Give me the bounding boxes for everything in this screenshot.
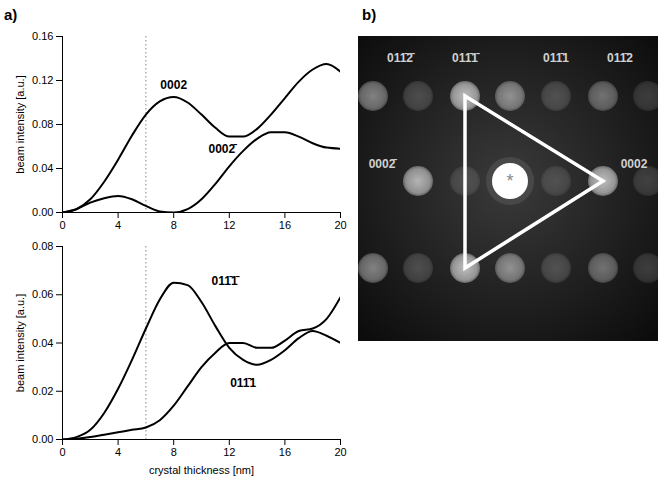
- svg-text:20: 20: [334, 219, 346, 231]
- svg-text:0002̄: 0002̄: [208, 142, 237, 156]
- svg-text:0.00: 0.00: [32, 206, 53, 218]
- svg-text:0.06: 0.06: [32, 288, 53, 300]
- svg-text:12: 12: [223, 446, 235, 458]
- svg-text:4: 4: [115, 446, 121, 458]
- svg-text:0: 0: [59, 446, 65, 458]
- svg-text:12: 12: [223, 219, 235, 231]
- svg-text:0002: 0002: [621, 157, 648, 171]
- svg-text:0.08: 0.08: [32, 240, 53, 252]
- svg-text:0: 0: [59, 219, 65, 231]
- svg-text:0.08: 0.08: [32, 118, 53, 130]
- svg-text:011̄1̄: 011̄1̄: [452, 51, 480, 65]
- svg-text:16: 16: [279, 446, 291, 458]
- svg-text:8: 8: [171, 219, 177, 231]
- svg-text:0.12: 0.12: [32, 74, 53, 86]
- svg-text:011̄1: 011̄1: [543, 51, 569, 65]
- svg-text:0.00: 0.00: [32, 433, 53, 445]
- svg-text:8: 8: [171, 446, 177, 458]
- html-text:a): a): [4, 6, 18, 23]
- svg-text:0.04: 0.04: [32, 162, 53, 174]
- svg-text:4: 4: [115, 219, 121, 231]
- svg-text:0002: 0002: [160, 78, 187, 92]
- svg-text:beam intensity [a.u.]: beam intensity [a.u.]: [14, 75, 26, 173]
- svg-text:crystal thickness [nm]: crystal thickness [nm]: [149, 464, 254, 476]
- svg-text:011̄1̄: 011̄1̄: [212, 274, 240, 288]
- html-text:b): b): [362, 6, 377, 23]
- svg-text:011̄2: 011̄2: [607, 51, 633, 65]
- svg-text:20: 20: [334, 446, 346, 458]
- svg-text:011̄2̄: 011̄2̄: [387, 51, 415, 65]
- svg-text:0.02: 0.02: [32, 385, 53, 397]
- svg-text:beam intensity [a.u.]: beam intensity [a.u.]: [14, 294, 26, 392]
- svg-text:011̄1: 011̄1: [230, 376, 256, 390]
- svg-text:16: 16: [279, 219, 291, 231]
- svg-text:*: *: [506, 171, 513, 191]
- svg-text:0002̄: 0002̄: [369, 157, 398, 171]
- svg-text:0.16: 0.16: [32, 30, 53, 42]
- svg-text:0.04: 0.04: [32, 337, 53, 349]
